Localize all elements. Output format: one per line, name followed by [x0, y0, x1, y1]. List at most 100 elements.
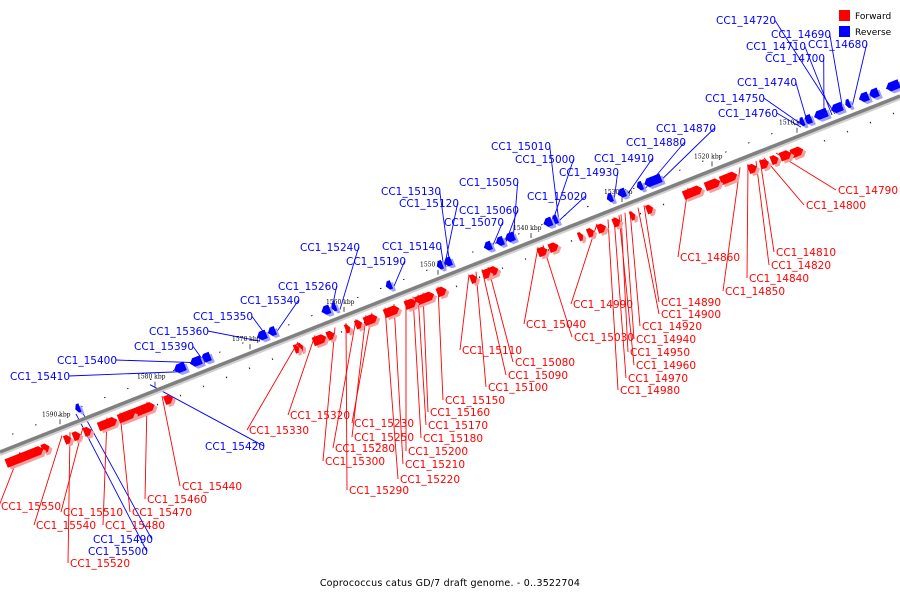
forward-gene-arrow[interactable]: [292, 343, 304, 357]
reverse-gene-arrow[interactable]: [199, 351, 215, 367]
gene-label[interactable]: CC1_15510: [63, 507, 123, 519]
gene-label[interactable]: CC1_15520: [70, 558, 130, 570]
gene-label[interactable]: CC1_15030: [574, 332, 634, 344]
forward-gene-arrow[interactable]: [82, 425, 96, 440]
gene-label[interactable]: CC1_14870: [656, 123, 716, 135]
reverse-gene-arrow[interactable]: [482, 240, 496, 255]
gene-label[interactable]: CC1_15300: [325, 456, 385, 468]
gene-label[interactable]: CC1_14840: [749, 273, 809, 285]
gene-label[interactable]: CC1_14680: [808, 39, 868, 51]
reverse-gene-arrow[interactable]: [494, 235, 508, 250]
gene-label[interactable]: CC1_15230: [354, 418, 414, 430]
gene-label[interactable]: CC1_14970: [628, 373, 688, 385]
reverse-gene-arrow[interactable]: [643, 173, 666, 192]
gene-label[interactable]: CC1_14900: [661, 309, 721, 321]
forward-gene-arrow[interactable]: [481, 267, 495, 282]
reverse-gene-arrow[interactable]: [320, 304, 335, 319]
forward-gene-arrow[interactable]: [40, 441, 54, 456]
gene-label[interactable]: CC1_14790: [838, 185, 898, 197]
forward-gene-arrow[interactable]: [778, 148, 796, 164]
gene-label[interactable]: CC1_15090: [508, 370, 568, 382]
gene-label[interactable]: CC1_15330: [249, 425, 309, 437]
forward-gene-arrow[interactable]: [681, 183, 707, 202]
gene-label[interactable]: CC1_14760: [718, 108, 778, 120]
forward-gene-arrow[interactable]: [718, 169, 742, 188]
forward-gene-arrow[interactable]: [536, 245, 552, 261]
forward-gene-arrow[interactable]: [71, 429, 85, 444]
gene-label[interactable]: CC1_15120: [399, 198, 459, 210]
gene-label[interactable]: CC1_15210: [405, 459, 465, 471]
gene-label[interactable]: CC1_14710: [746, 41, 806, 53]
reverse-gene-arrow[interactable]: [844, 98, 855, 112]
forward-gene-arrow[interactable]: [611, 216, 625, 231]
gene-label[interactable]: CC1_14880: [626, 137, 686, 149]
gene-label[interactable]: CC1_15280: [335, 443, 395, 455]
gene-label[interactable]: CC1_14850: [725, 286, 785, 298]
gene-label[interactable]: CC1_15400: [57, 355, 117, 367]
reverse-gene-arrow[interactable]: [330, 301, 341, 315]
gene-label[interactable]: CC1_15240: [300, 242, 360, 254]
gene-label[interactable]: CC1_15390: [134, 341, 194, 353]
gene-label[interactable]: CC1_15260: [278, 281, 338, 293]
gene-label[interactable]: CC1_15070: [444, 217, 504, 229]
reverse-gene-arrow[interactable]: [635, 180, 647, 194]
forward-gene-arrow[interactable]: [162, 393, 178, 408]
forward-gene-arrow[interactable]: [403, 296, 421, 312]
forward-gene-arrow[interactable]: [96, 415, 122, 434]
gene-label[interactable]: CC1_15420: [205, 441, 265, 453]
gene-label[interactable]: CC1_15440: [182, 481, 242, 493]
reverse-gene-arrow[interactable]: [503, 231, 519, 247]
forward-gene-arrow[interactable]: [746, 162, 762, 177]
reverse-gene-arrow[interactable]: [384, 279, 396, 293]
reverse-gene-arrow[interactable]: [188, 355, 206, 371]
gene-label[interactable]: CC1_15220: [400, 474, 460, 486]
gene-label[interactable]: CC1_14950: [630, 347, 690, 359]
gene-label[interactable]: CC1_15160: [430, 407, 490, 419]
gene-label[interactable]: CC1_14910: [594, 153, 654, 165]
gene-label[interactable]: CC1_15010: [491, 141, 551, 153]
forward-gene-arrow[interactable]: [576, 230, 588, 244]
reverse-gene-arrow[interactable]: [605, 192, 617, 206]
gene-label[interactable]: CC1_14810: [776, 247, 836, 259]
reverse-gene-arrow[interactable]: [812, 107, 832, 124]
gene-label[interactable]: CC1_15190: [346, 256, 406, 268]
gene-label[interactable]: CC1_14980: [620, 385, 680, 397]
gene-label[interactable]: CC1_15170: [428, 420, 488, 432]
forward-gene-arrow[interactable]: [4, 444, 48, 471]
gene-label[interactable]: CC1_15410: [10, 371, 70, 383]
gene-label[interactable]: CC1_15360: [149, 326, 209, 338]
gene-label[interactable]: CC1_15020: [527, 191, 587, 203]
forward-gene-arrow[interactable]: [362, 312, 382, 329]
gene-label[interactable]: CC1_15180: [423, 433, 483, 445]
gene-label[interactable]: CC1_14740: [737, 77, 797, 89]
forward-gene-arrow[interactable]: [758, 157, 774, 172]
gene-label[interactable]: CC1_15500: [88, 546, 148, 558]
forward-gene-arrow[interactable]: [435, 284, 451, 300]
gene-label[interactable]: CC1_15130: [381, 186, 441, 198]
forward-gene-arrow[interactable]: [585, 226, 599, 240]
forward-gene-arrow[interactable]: [325, 329, 339, 344]
gene-label[interactable]: CC1_14820: [771, 260, 831, 272]
gene-label[interactable]: CC1_15350: [193, 311, 253, 323]
gene-label[interactable]: CC1_15040: [526, 319, 586, 331]
forward-gene-arrow[interactable]: [311, 332, 331, 349]
forward-gene-arrow[interactable]: [353, 318, 367, 332]
forward-gene-arrow[interactable]: [628, 210, 640, 224]
gene-label[interactable]: CC1_15250: [354, 432, 414, 444]
gene-label[interactable]: CC1_15060: [459, 205, 519, 217]
reverse-gene-arrow[interactable]: [798, 116, 809, 130]
gene-label[interactable]: CC1_14890: [661, 297, 721, 309]
forward-gene-arrow[interactable]: [343, 323, 355, 337]
gene-label[interactable]: CC1_15100: [488, 382, 548, 394]
gene-label[interactable]: CC1_14860: [680, 252, 740, 264]
gene-label[interactable]: CC1_15200: [408, 446, 468, 458]
forward-gene-arrow[interactable]: [644, 203, 658, 217]
gene-label[interactable]: CC1_15000: [515, 154, 575, 166]
forward-gene-arrow[interactable]: [116, 408, 140, 427]
gene-label[interactable]: CC1_14700: [765, 53, 825, 65]
gene-label[interactable]: CC1_14690: [771, 29, 831, 41]
forward-gene-arrow[interactable]: [468, 272, 482, 287]
gene-label[interactable]: CC1_14920: [642, 321, 702, 333]
reverse-gene-arrow[interactable]: [172, 361, 190, 377]
gene-label[interactable]: CC1_15460: [147, 494, 207, 506]
